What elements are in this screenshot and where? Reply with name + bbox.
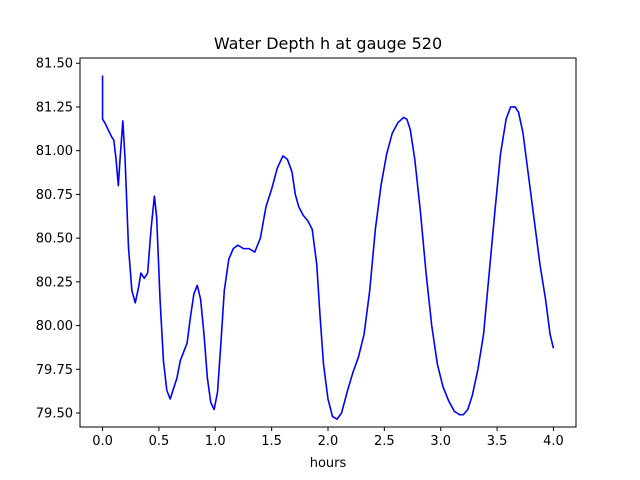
- y-tick-label: 79.75: [36, 363, 73, 378]
- series-line: [101, 75, 555, 420]
- y-axis: 79.50 79.75 80.00 80.25 80.50 80.75 81.00 81.25…: [36, 57, 80, 422]
- x-tick-label: 0.0: [92, 434, 113, 449]
- x-tick-label: 1.5: [261, 434, 282, 449]
- y-tick-label: 79.50: [36, 407, 73, 422]
- y-tick-label: 81.25: [36, 100, 73, 115]
- y-tick-label: 80.00: [36, 319, 73, 334]
- x-tick-label: 2.5: [374, 434, 395, 449]
- x-tick-label: 4.0: [543, 434, 564, 449]
- plot-area: [79, 57, 577, 428]
- x-tick-label: 0.5: [149, 434, 170, 449]
- y-tick-label: 80.25: [36, 275, 73, 290]
- x-tick-label: 3.5: [487, 434, 508, 449]
- chart-title: Water Depth h at gauge 520: [214, 34, 442, 53]
- series-layer: [101, 75, 555, 420]
- plot-frame: [79, 57, 577, 428]
- y-tick-label: 81.00: [36, 144, 73, 159]
- x-tick-label: 3.0: [430, 434, 451, 449]
- y-tick-label: 80.75: [36, 188, 73, 203]
- x-tick-label: 2.0: [318, 434, 339, 449]
- x-axis-label: hours: [310, 456, 347, 471]
- y-tick-label: 81.50: [36, 57, 73, 72]
- y-tick-label: 80.50: [36, 232, 73, 247]
- x-tick-label: 1.0: [205, 434, 226, 449]
- x-axis: 0.0 0.5 1.0 1.5 2.0 2.5 3.0 3.5 4.0: [92, 427, 564, 449]
